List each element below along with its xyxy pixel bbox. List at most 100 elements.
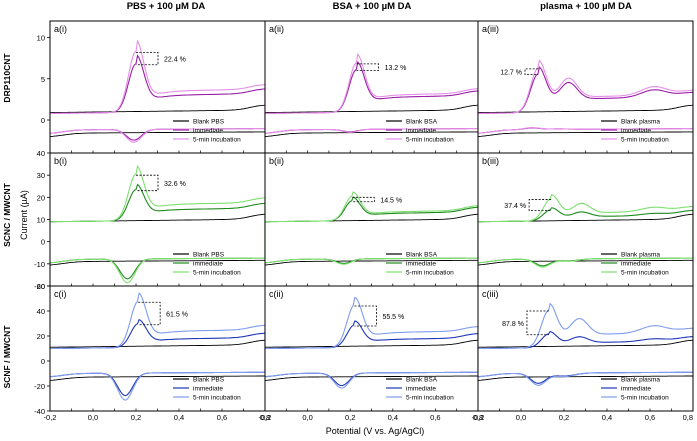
- y-tick-label: 5: [41, 75, 45, 84]
- legend-label: 5-min incubation: [621, 137, 669, 144]
- legend-label: Blank plasma: [621, 252, 660, 259]
- blank-curve: [50, 104, 265, 138]
- incubation-curve: [265, 296, 478, 389]
- y-tick-label: 40: [37, 307, 45, 316]
- annotation-percent: 87.8 %: [502, 321, 524, 328]
- y-tick-label: 10: [37, 34, 45, 43]
- legend-label: Blank BSA: [406, 377, 438, 384]
- y-axis-label: Current (µA): [19, 190, 29, 240]
- panel-c(i): -40 -20 0 20 40 60 -0,2 0,0 0,2 0,4 0,6 0,8 c(i) 61.5…: [34, 282, 270, 422]
- panel-label: c(iii): [482, 289, 499, 299]
- incubation-curve: [265, 52, 478, 134]
- y-tick-label: -20: [34, 282, 45, 291]
- immediate-curve: [50, 318, 265, 397]
- y-tick-label: 30: [37, 171, 45, 180]
- legend-label: 5-min incubation: [193, 395, 241, 402]
- incubation-curve: [478, 302, 693, 386]
- panel-label: a(ii): [269, 24, 284, 34]
- incubation-curve: [478, 193, 693, 268]
- x-tick-label: -0,2: [472, 413, 485, 422]
- immediate-curve: [478, 207, 693, 267]
- legend-label: immediate: [193, 386, 223, 393]
- annotation-percent: 13.2 %: [385, 65, 407, 72]
- x-tick-label: 0,8: [473, 413, 483, 422]
- panel-c(ii): -0,2 0,0 0,2 0,4 0,6 0,8 c(ii) 55.5 % Blank BSA i…: [259, 285, 483, 422]
- blank-curve: [478, 213, 693, 266]
- x-tick-label: 0,8: [260, 413, 270, 422]
- x-tick-label: -0,2: [259, 413, 272, 422]
- panel-b(ii): b(ii) 14.5 % Blank BSA immediate 5-min incub…: [264, 152, 479, 287]
- row-title-scnc: SCNC / MWCNT: [2, 182, 12, 247]
- panel-label: c(ii): [269, 289, 284, 299]
- legend-label: Blank BSA: [406, 119, 438, 126]
- panel-label: b(iii): [482, 156, 499, 166]
- legend-label: Blank BSA: [406, 252, 438, 259]
- x-tick-label: 0,0: [516, 413, 526, 422]
- panel-a(i): 0 5 10 a(i) 22.4 % Blank PBS immediate 5-min in…: [37, 20, 266, 154]
- blank-curve: [265, 104, 478, 138]
- annotation-bracket: [136, 174, 159, 192]
- y-tick-label: 0: [41, 116, 45, 125]
- y-tick-label: 40: [37, 149, 45, 158]
- column-title-bsa: BSA + 100 µM DA: [333, 1, 412, 12]
- annotation-percent: 61.5 %: [166, 312, 188, 319]
- panel-a(ii): a(ii) 13.2 % Blank BSA immediate 5-min incub…: [264, 20, 479, 154]
- annotation-bracket: [352, 196, 375, 203]
- incubation-curve: [50, 165, 265, 284]
- legend-label: 5-min incubation: [621, 270, 669, 277]
- legend-label: Blank plasma: [621, 119, 660, 126]
- legend-label: immediate: [193, 261, 223, 268]
- annotation-bracket: [138, 301, 161, 326]
- incubation-curve: [50, 39, 265, 143]
- immediate-curve: [265, 196, 478, 264]
- annotation-percent: 32.6 %: [164, 181, 186, 188]
- column-title-plasma: plasma + 100 µM DA: [540, 1, 632, 12]
- y-tick-label: -10: [34, 260, 45, 269]
- y-tick-label: -40: [34, 407, 45, 416]
- y-tick-label: 0: [41, 357, 45, 366]
- legend-label: Blank plasma: [621, 377, 660, 384]
- panel-c(iii): -0,2 0,0 0,2 0,4 0,6 0,8 c(iii) 87.8 % Blank pla…: [472, 285, 694, 422]
- x-tick-label: 0,6: [645, 413, 655, 422]
- legend-label: 5-min incubation: [193, 270, 241, 277]
- blank-curve: [50, 213, 265, 266]
- annotation-bracket: [524, 68, 539, 76]
- y-tick-label: 0: [41, 238, 45, 247]
- x-tick-label: -0,2: [44, 413, 57, 422]
- x-tick-label: 0,4: [602, 413, 612, 422]
- legend-label: immediate: [621, 261, 651, 268]
- incubation-curve: [50, 292, 265, 401]
- panel-a(iii): a(iii) 12.7 % Blank plasma immediate 5-min i…: [477, 20, 694, 154]
- immediate-curve: [478, 330, 693, 384]
- x-tick-label: 0,6: [430, 413, 440, 422]
- row-title-scnf: SCNF / MWCNT: [2, 325, 12, 389]
- legend-label: 5-min incubation: [406, 137, 454, 144]
- x-tick-label: 0,2: [559, 413, 569, 422]
- legend-label: immediate: [406, 128, 436, 135]
- incubation-curve: [478, 59, 693, 134]
- blank-curve: [478, 104, 693, 138]
- blank-curve: [50, 339, 265, 381]
- immediate-curve: [478, 66, 693, 134]
- y-tick-label: 20: [37, 193, 45, 202]
- annotation-percent: 37.4 %: [504, 203, 526, 210]
- column-title-pbs: PBS + 100 µM DA: [127, 1, 206, 12]
- legend-label: immediate: [621, 128, 651, 135]
- panel-b(iii): b(iii) 37.4 % Blank plasma immediate 5-min i…: [477, 152, 694, 287]
- legend-label: Blank PBS: [193, 377, 225, 384]
- panel-label: c(i): [54, 289, 67, 299]
- panel-b(i): -20 -10 0 10 20 30 40 b(i) 32.6 % Blank PBS immedi…: [34, 149, 266, 291]
- legend-label: immediate: [193, 128, 223, 135]
- annotation-percent: 14.5 %: [380, 198, 402, 205]
- blank-curve: [478, 339, 693, 381]
- row-title-drp110cnt: DRP110CNT: [2, 53, 12, 103]
- x-tick-label: 0,2: [345, 413, 355, 422]
- y-tick-label: 20: [37, 332, 45, 341]
- legend-label: immediate: [406, 386, 436, 393]
- immediate-curve: [50, 54, 265, 141]
- legend-label: immediate: [406, 261, 436, 268]
- legend-label: Blank PBS: [193, 119, 225, 126]
- y-tick-label: -20: [34, 382, 45, 391]
- x-tick-label: 0,2: [131, 413, 141, 422]
- panel-label: a(iii): [482, 24, 499, 34]
